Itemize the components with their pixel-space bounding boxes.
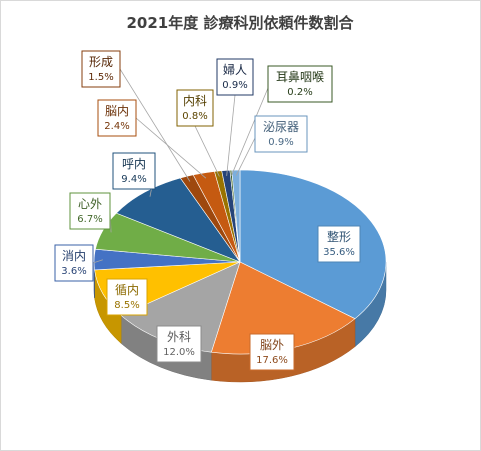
data-label-value: 0.9% (222, 80, 247, 91)
data-label-11: 婦人 0.9% (216, 58, 254, 96)
data-label-name: 消内 (62, 249, 86, 263)
data-label-value: 6.7% (77, 214, 102, 225)
data-label-2: 脳外 17.6% (249, 333, 295, 371)
data-label-4: 循内 8.5% (106, 278, 148, 316)
data-labels: 整形 35.6% 脳外 17.6% 外科 12.0% 循内 8.5% 消内 3.6% 心外 6.7% 呼… (54, 50, 361, 371)
pie-slice-7 (115, 177, 241, 263)
data-label-name: 耳鼻咽喉 (276, 69, 324, 84)
leader-line-11 (226, 94, 236, 176)
data-label-name: 心外 (78, 197, 102, 211)
data-label-box (317, 225, 361, 263)
data-label-value: 12.0% (163, 347, 195, 358)
data-label-name: 脳内 (105, 104, 129, 118)
chart-title: 2021年度 診療科別依頼件数割合 (127, 14, 355, 32)
data-label-value: 17.6% (256, 355, 288, 366)
leader-line-12 (231, 87, 269, 176)
pie-slice-13 (231, 169, 241, 263)
data-label-box (54, 244, 94, 282)
data-label-6: 心外 6.7% (69, 192, 111, 230)
data-label-value: 3.6% (61, 266, 86, 277)
data-label-name: 婦人 (223, 62, 247, 77)
leader-line-8 (119, 68, 191, 182)
data-label-10: 内科 0.8% (176, 89, 214, 127)
pie-layer (93, 169, 387, 383)
data-label-value: 0.8% (182, 111, 207, 122)
data-label-box (112, 152, 156, 190)
data-label-name: 脳外 (260, 338, 284, 352)
data-label-name: 外科 (167, 330, 191, 344)
data-label-box (254, 115, 308, 153)
data-label-value: 0.9% (268, 137, 293, 148)
data-label-name: 呼内 (122, 157, 146, 171)
data-label-box (69, 192, 111, 230)
data-label-value: 8.5% (114, 300, 139, 311)
data-label-8: 形成 1.5% (81, 50, 121, 88)
data-label-name: 泌尿器 (263, 120, 299, 134)
data-label-box (81, 50, 121, 88)
data-label-5: 消内 3.6% (54, 244, 94, 282)
data-label-box (106, 278, 148, 316)
leader-line-13 (235, 137, 256, 176)
data-label-3: 外科 12.0% (156, 325, 202, 363)
leader-line-9 (135, 117, 207, 179)
data-label-value: 2.4% (104, 121, 129, 132)
data-label-1: 整形 35.6% (317, 225, 361, 263)
data-label-box (267, 65, 333, 103)
data-label-name: 形成 (89, 55, 113, 69)
leader-line-10 (194, 125, 220, 177)
data-label-box (216, 58, 254, 96)
data-label-value: 35.6% (323, 247, 355, 258)
data-label-13: 泌尿器 0.9% (254, 115, 308, 153)
data-label-box (176, 89, 214, 127)
pie-slice-1 (239, 169, 387, 320)
data-label-7: 呼内 9.4% (112, 152, 156, 190)
data-label-9: 脳内 2.4% (97, 99, 137, 137)
data-label-value: 1.5% (88, 72, 113, 83)
data-label-box (97, 99, 137, 137)
data-label-name: 内科 (183, 94, 207, 108)
data-label-name: 循内 (115, 283, 139, 297)
data-label-box (249, 333, 295, 371)
leader-line-5 (92, 259, 103, 264)
data-label-name: 整形 (327, 229, 351, 244)
data-label-12: 耳鼻咽喉 0.2% (267, 65, 333, 103)
data-label-box (156, 325, 202, 363)
data-label-value: 9.4% (121, 174, 146, 185)
data-label-value: 0.2% (287, 87, 312, 98)
